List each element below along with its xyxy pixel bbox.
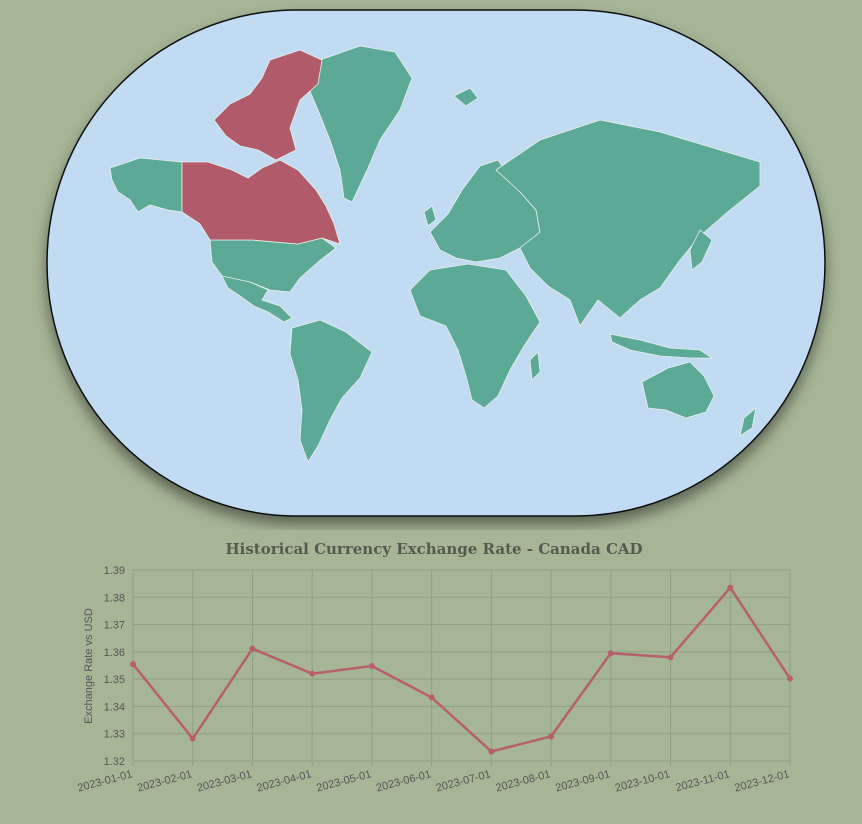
data-point[interactable]: [667, 654, 674, 661]
world-map[interactable]: [0, 0, 862, 530]
data-point[interactable]: [428, 694, 435, 701]
series-line: [132, 585, 792, 753]
country-south-america[interactable]: [289, 319, 373, 463]
x-tick-label: 2023-10-01: [614, 768, 671, 794]
country-uk[interactable]: [423, 205, 437, 227]
country-mexico[interactable]: [221, 275, 293, 323]
region-asia[interactable]: [495, 119, 761, 327]
region-indonesia[interactable]: [609, 333, 713, 359]
country-iceland[interactable]: [453, 87, 479, 107]
country-usa-alaska[interactable]: [109, 157, 183, 213]
chart-title: Historical Currency Exchange Rate - Cana…: [225, 540, 643, 558]
data-point[interactable]: [368, 663, 375, 670]
y-axis-title: Exchange Rate vs USD: [83, 608, 95, 724]
exchange-rate-chart: 1.32 1.33 1.34 1.35 1.36 1.37 1.38 1.39 2023-01…: [76, 565, 793, 794]
chart-grid: [132, 569, 791, 766]
data-point[interactable]: [309, 670, 316, 677]
region-africa[interactable]: [409, 263, 541, 409]
data-point[interactable]: [727, 584, 734, 591]
country-madagascar[interactable]: [529, 351, 541, 381]
y-tick-label: 1.37: [104, 620, 125, 632]
data-point[interactable]: [607, 650, 614, 657]
x-tick-label: 2023-06-01: [375, 768, 432, 794]
y-tick-label: 1.34: [104, 701, 125, 713]
x-axis: 2023-01-01 2023-02-01 2023-03-01 2023-04-01…: [76, 768, 790, 794]
data-point[interactable]: [249, 645, 256, 652]
y-tick-label: 1.32: [104, 756, 125, 768]
country-greenland[interactable]: [305, 45, 413, 203]
y-tick-label: 1.36: [104, 647, 125, 659]
country-japan[interactable]: [689, 229, 713, 271]
x-tick-label: 2023-03-01: [196, 768, 253, 794]
ocean-background: [46, 9, 826, 517]
country-australia[interactable]: [641, 361, 715, 419]
x-tick-label: 2023-08-01: [494, 768, 551, 794]
y-axis: 1.32 1.33 1.34 1.35 1.36 1.37 1.38 1.39: [104, 565, 125, 768]
x-tick-label: 2023-02-01: [136, 768, 193, 794]
y-tick-label: 1.38: [104, 592, 125, 604]
country-new-zealand[interactable]: [739, 407, 757, 437]
data-point[interactable]: [787, 675, 793, 682]
x-tick-label: 2023-11-01: [674, 768, 731, 794]
y-tick-label: 1.35: [104, 674, 125, 686]
x-tick-label: 2023-09-01: [554, 768, 611, 794]
y-tick-label: 1.39: [104, 565, 125, 577]
data-point[interactable]: [130, 661, 136, 668]
data-point[interactable]: [189, 735, 196, 742]
series-points: [130, 584, 793, 755]
x-tick-label: 2023-12-01: [733, 768, 790, 794]
x-tick-label: 2023-05-01: [315, 768, 372, 794]
x-tick-label: 2023-07-01: [435, 768, 492, 794]
country-canada[interactable]: [181, 159, 341, 245]
y-tick-label: 1.33: [104, 729, 125, 741]
data-point[interactable]: [548, 733, 555, 740]
country-canada-islands[interactable]: [213, 49, 323, 161]
x-tick-label: 2023-04-01: [255, 768, 312, 794]
x-tick-label: 2023-01-01: [76, 768, 133, 794]
data-point[interactable]: [488, 748, 495, 755]
world-map-svg[interactable]: [0, 0, 862, 530]
